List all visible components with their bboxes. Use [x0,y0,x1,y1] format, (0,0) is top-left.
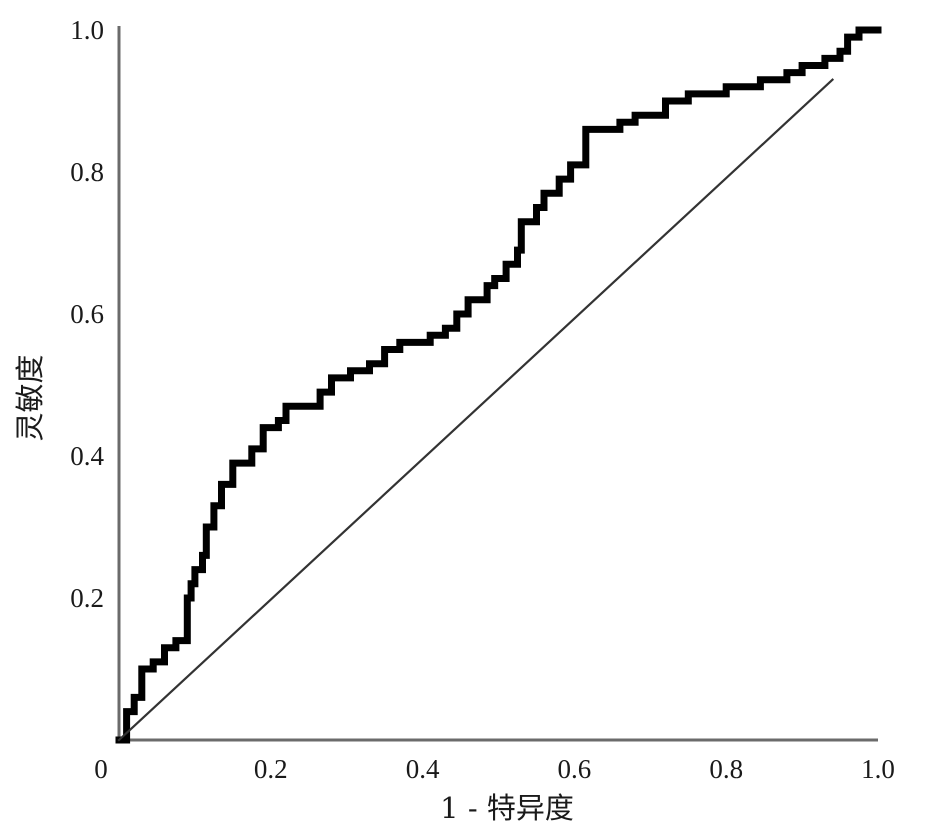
series-layer [115,26,882,744]
x-tick-label: 0.8 [709,754,743,784]
y-tick-label: 0.4 [70,441,104,471]
y-tick-label: 0.6 [70,299,104,329]
x-axis-label: 1 - 特异度 [440,791,574,825]
x-tick-label: 0.2 [254,754,288,784]
y-axis-label: 灵敏度 [13,354,47,441]
x-tick-label: 0.6 [558,754,592,784]
y-tick-label: 0.2 [70,583,104,613]
x-tick-label: 0 [94,754,108,784]
axes [117,26,878,742]
x-tick-label: 1.0 [861,754,895,784]
y-tick-label: 1.0 [70,15,104,45]
tick-labels: 0 0.2 0.4 0.6 0.8 1.0 0.2 0.4 0.6 0.8 1.0 [70,15,895,784]
y-tick-label: 0.8 [70,157,104,187]
reference-diagonal-line [117,78,835,742]
roc-curve [115,26,882,744]
x-tick-label: 0.4 [406,754,440,784]
